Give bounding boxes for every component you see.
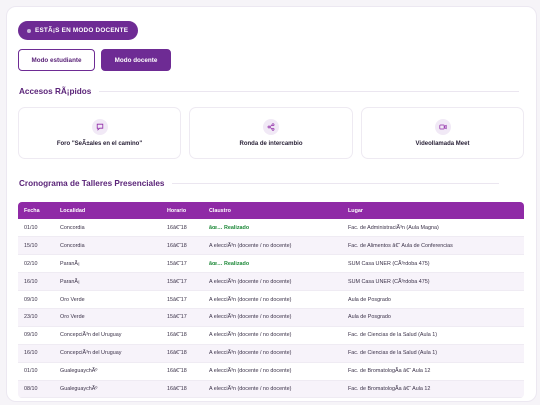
location-cell: ParanÃ¡ — [54, 254, 161, 274]
column-header: Localidad — [60, 207, 86, 214]
table-header-row: Fecha Localidad Horario Claustro Lugar — [18, 202, 524, 219]
cloister-cell: A elecciÃ³n (docente / no docente) — [203, 236, 342, 256]
mode-badge: ESTÃ¡S EN MODO DOCENTE — [18, 21, 139, 40]
place-cell: Fac. de Ciencias de la Salud (Aula 1) — [342, 344, 524, 363]
date-cell: 02/10 — [18, 254, 54, 274]
cloister-cell: A elecciÃ³n (docente / no docente) — [203, 344, 342, 363]
column-header: Fecha — [24, 207, 40, 214]
table-row: 09/10 Oro Verde 15â€“17 A elecciÃ³n (doc… — [18, 290, 524, 309]
mode-badge-label: ESTÃ¡S EN MODO DOCENTE — [35, 27, 129, 34]
time-cell: 16â€“18 — [161, 344, 203, 363]
location-cell: ConcepciÃ³n del Uruguay — [54, 344, 161, 363]
schedule-table: Fecha Localidad Horario Claustro Lugar 0… — [18, 202, 524, 399]
meet-access-label: Videollamada Meet — [415, 141, 470, 147]
cloister-cell: A elecciÃ³n (docente / no docente) — [203, 290, 342, 309]
time-cell: 16â€“18 — [161, 380, 203, 399]
video-icon — [434, 119, 451, 135]
table-row: 09/10 ConcepciÃ³n del Uruguay 16â€“18 A … — [18, 326, 524, 345]
student-mode-button[interactable]: Modo estudiante — [18, 49, 95, 71]
date-cell: 23/10 — [18, 308, 54, 327]
time-cell: 16â€“18 — [161, 219, 203, 238]
column-header: Horario — [167, 207, 187, 214]
place-cell: Aula de Posgrado — [342, 290, 524, 309]
status-cell: âœ… Realizado — [203, 254, 342, 274]
date-cell: 09/10 — [18, 290, 54, 309]
section-divider — [99, 91, 520, 92]
forum-access-card[interactable]: Foro "SeÃ±ales en el camino" — [18, 107, 181, 159]
table-row: 16/10 ParanÃ¡ 15â€“17 A elecciÃ³n (docen… — [18, 272, 524, 292]
place-cell: SUM Casa UNER (CÃ³rdoba 475) — [342, 254, 524, 274]
table-row: 01/10 GualeguaychÃº 16â€“18 A elecciÃ³n … — [18, 362, 524, 381]
date-cell: 16/10 — [18, 272, 54, 292]
date-cell: 16/10 — [18, 344, 54, 363]
place-cell: SUM Casa UNER (CÃ³rdoba 475) — [342, 272, 524, 292]
place-cell: Fac. de Alimentos â€“ Aula de Conferenci… — [342, 236, 524, 256]
location-cell: GualeguaychÃº — [54, 362, 161, 381]
table-row: 16/10 ConcepciÃ³n del Uruguay 16â€“18 A … — [18, 344, 524, 363]
place-cell: Fac. de BromatologÃ­a â€“ Aula 12 — [342, 380, 524, 399]
date-cell: 09/10 — [18, 326, 54, 345]
section-divider — [172, 183, 500, 184]
schedule-title-text: Cronograma de Talleres Presenciales — [19, 179, 165, 188]
table-row: 15/10 Concordia 16â€“18 A elecciÃ³n (doc… — [18, 236, 524, 256]
schedule-title: Cronograma de Talleres Presenciales — [19, 179, 525, 188]
column-header: Claustro — [209, 207, 231, 214]
place-cell: Aula de Posgrado — [342, 308, 524, 327]
time-cell: 15â€“17 — [161, 308, 203, 327]
time-cell: 16â€“18 — [161, 236, 203, 256]
status-dot-icon — [27, 28, 31, 33]
forum-access-label: Foro "SeÃ±ales en el camino" — [56, 141, 143, 147]
meet-access-card[interactable]: Videollamada Meet — [361, 107, 524, 159]
date-cell: 15/10 — [18, 236, 54, 256]
chat-icon — [91, 119, 108, 135]
date-cell: 01/10 — [18, 362, 54, 381]
time-cell: 16â€“18 — [161, 362, 203, 381]
date-cell: 01/10 — [18, 219, 54, 238]
cloister-cell: A elecciÃ³n (docente / no docente) — [203, 326, 342, 345]
table-row: 23/10 Oro Verde 15â€“17 A elecciÃ³n (doc… — [18, 308, 524, 327]
quick-access-title-text: Accesos RÃ¡pidos — [19, 87, 92, 96]
table-row: 01/10 Concordia 16â€“18 âœ… Realizado Fa… — [18, 219, 524, 238]
status-cell: âœ… Realizado — [203, 219, 342, 238]
share-icon — [263, 119, 279, 135]
place-cell: Fac. de Ciencias de la Salud (Aula 1) — [342, 326, 524, 345]
exchange-access-label: Ronda de intercambio — [239, 141, 303, 147]
main-card: ESTÃ¡S EN MODO DOCENTE Modo estudiante M… — [6, 6, 537, 402]
table-row: 08/10 GualeguaychÃº 16â€“18 A elecciÃ³n … — [18, 380, 524, 399]
time-cell: 15â€“17 — [161, 290, 203, 309]
time-cell: 15â€“17 — [161, 272, 203, 292]
location-cell: Oro Verde — [54, 290, 161, 309]
cloister-cell: A elecciÃ³n (docente / no docente) — [203, 380, 342, 399]
exchange-access-card[interactable]: Ronda de intercambio — [189, 107, 353, 159]
time-cell: 15â€“17 — [161, 254, 203, 274]
cloister-cell: A elecciÃ³n (docente / no docente) — [203, 272, 342, 292]
cloister-cell: A elecciÃ³n (docente / no docente) — [203, 362, 342, 381]
table-row: 02/10 ParanÃ¡ 15â€“17 âœ… Realizado SUM … — [18, 254, 524, 274]
place-cell: Fac. de AdministraciÃ³n (Aula Magna) — [342, 219, 524, 238]
location-cell: GualeguaychÃº — [54, 380, 161, 399]
place-cell: Fac. de BromatologÃ­a â€“ Aula 12 — [342, 362, 524, 381]
cloister-cell: A elecciÃ³n (docente / no docente) — [203, 308, 342, 327]
location-cell: Concordia — [54, 236, 161, 256]
quick-access-title: Accesos RÃ¡pidos — [19, 87, 525, 96]
location-cell: ConcepciÃ³n del Uruguay — [54, 326, 161, 345]
location-cell: Oro Verde — [54, 308, 161, 327]
location-cell: Concordia — [54, 219, 161, 238]
time-cell: 16â€“18 — [161, 326, 203, 345]
teacher-mode-button[interactable]: Modo docente — [101, 49, 171, 71]
column-header: Lugar — [348, 207, 363, 214]
date-cell: 08/10 — [18, 380, 54, 399]
location-cell: ParanÃ¡ — [54, 272, 161, 292]
